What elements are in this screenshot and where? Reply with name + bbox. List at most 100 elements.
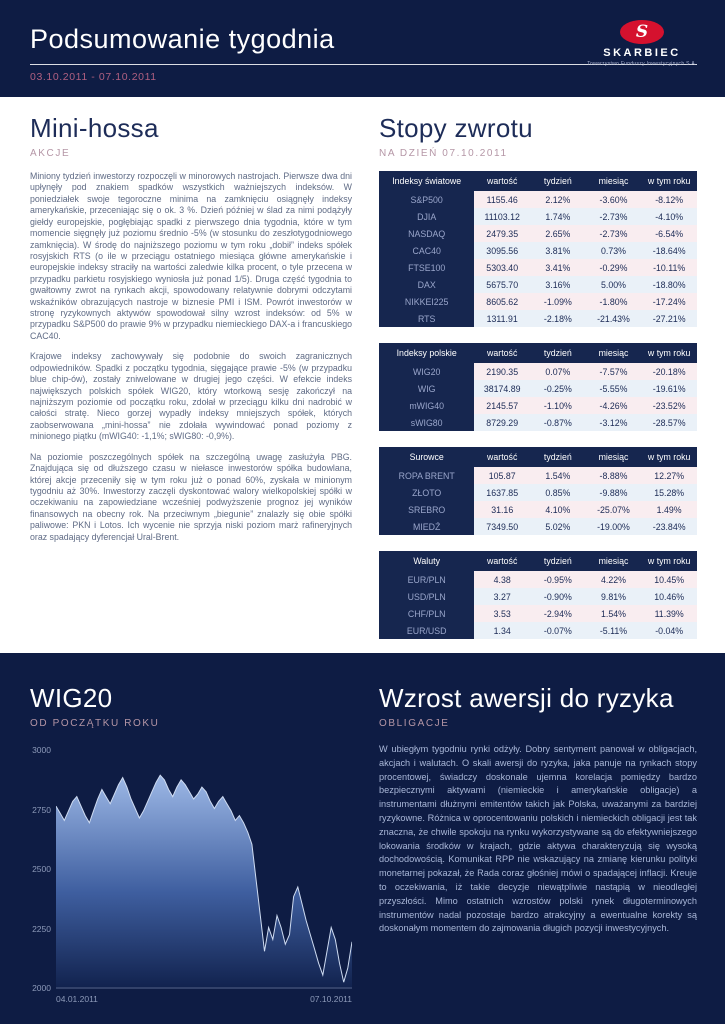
wig20-chart bbox=[56, 774, 352, 989]
table-row: USD/PLN 3.27 -0.90% 9.81% 10.46% bbox=[379, 588, 697, 605]
column-header: w tym roku bbox=[641, 343, 697, 363]
table-row: EUR/USD 1.34 -0.07% -5.11% -0.04% bbox=[379, 622, 697, 639]
cell-value: 1637.85 bbox=[474, 484, 531, 501]
table-row: NASDAQ 2479.35 2.65% -2.73% -6.54% bbox=[379, 225, 697, 242]
cell-value: 1155.46 bbox=[474, 191, 531, 208]
cell-value: 38174.89 bbox=[474, 380, 531, 397]
chart-x-axis: 04.01.2011 07.10.2011 bbox=[56, 994, 352, 1004]
column-header: miesiąc bbox=[585, 171, 642, 191]
row-label: DAX bbox=[379, 276, 475, 293]
column-header: tydzień bbox=[530, 447, 586, 467]
cell-value: 0.85% bbox=[530, 484, 586, 501]
cell-value: 0.07% bbox=[530, 363, 586, 380]
table-header-row: Indeksy polskie wartość tydzień miesiąc w ty… bbox=[379, 343, 697, 363]
returns-table: Indeksy polskie wartość tydzień miesiąc w ty… bbox=[379, 343, 697, 431]
cell-value: 3.81% bbox=[530, 242, 586, 259]
row-label: mWIG40 bbox=[379, 397, 475, 414]
cell-value: 1311.91 bbox=[474, 310, 531, 327]
logo-name: SKARBIEC bbox=[603, 47, 681, 59]
row-label: WIG bbox=[379, 380, 475, 397]
row-label: ROPA BRENT bbox=[379, 467, 475, 484]
cell-value: 105.87 bbox=[474, 467, 531, 484]
table-row: FTSE100 5303.40 3.41% -0.29% -10.11% bbox=[379, 259, 697, 276]
cell-value: -1.80% bbox=[585, 293, 642, 310]
column-header: wartość bbox=[474, 447, 531, 467]
cell-value: 2145.57 bbox=[474, 397, 531, 414]
returns-column: Stopy zwrotu NA DZIEŃ 07.10.2011 Indeksy… bbox=[379, 113, 697, 643]
date-range: 03.10.2011 - 07.10.2011 bbox=[30, 71, 157, 83]
cell-value: 11.39% bbox=[641, 605, 697, 622]
column-header: w tym roku bbox=[641, 447, 697, 467]
y-tick-label: 2500 bbox=[32, 864, 51, 874]
article-paragraph: Na poziomie poszczególnych spółek na szc… bbox=[30, 451, 352, 542]
table-row: SREBRO 31.16 4.10% -25.07% 1.49% bbox=[379, 501, 697, 518]
cell-value: -2.94% bbox=[530, 605, 586, 622]
bonds-subtitle: OBLIGACJE bbox=[379, 718, 450, 729]
cell-value: -0.29% bbox=[585, 259, 642, 276]
table-row: sWIG80 8729.29 -0.87% -3.12% -28.57% bbox=[379, 414, 697, 431]
article-column: Mini-hossa AKCJE Miniony tydzień inwesto… bbox=[30, 113, 352, 643]
article-paragraph: Krajowe indeksy zachowywały się podobnie… bbox=[30, 351, 352, 442]
cell-value: -0.25% bbox=[530, 380, 586, 397]
cell-value: -2.73% bbox=[585, 208, 642, 225]
table-header-row: Surowce wartość tydzień miesiąc w tym roku bbox=[379, 447, 697, 467]
cell-value: -7.57% bbox=[585, 363, 642, 380]
column-header: miesiąc bbox=[585, 343, 642, 363]
row-label: NASDAQ bbox=[379, 225, 475, 242]
cell-value: -21.43% bbox=[585, 310, 642, 327]
returns-table: Waluty wartość tydzień miesiąc w tym roku EUR… bbox=[379, 551, 697, 639]
cell-value: -4.26% bbox=[585, 397, 642, 414]
y-tick-label: 2750 bbox=[32, 804, 51, 815]
cell-value: 3.27 bbox=[474, 588, 531, 605]
cell-value: 7349.50 bbox=[474, 518, 531, 535]
cell-value: 3.53 bbox=[474, 605, 531, 622]
cell-value: 8605.62 bbox=[474, 293, 531, 310]
cell-value: -3.60% bbox=[585, 191, 642, 208]
cell-value: -6.54% bbox=[641, 225, 697, 242]
cell-value: -27.21% bbox=[641, 310, 697, 327]
cell-value: 5675.70 bbox=[474, 276, 531, 293]
table-row: EUR/PLN 4.38 -0.95% 4.22% 10.45% bbox=[379, 571, 697, 588]
article-paragraph: Miniony tydzień inwestorzy rozpoczęli w … bbox=[30, 171, 352, 341]
table-title: Surowce bbox=[379, 447, 475, 467]
cell-value: -9.88% bbox=[585, 484, 642, 501]
cell-value: 31.16 bbox=[474, 501, 531, 518]
column-header: tydzień bbox=[530, 171, 586, 191]
page-title: Podsumowanie tygodnia bbox=[30, 24, 335, 54]
row-label: WIG20 bbox=[379, 363, 475, 380]
row-label: S&P500 bbox=[379, 191, 475, 208]
table-header-row: Indeksy światowe wartość tydzień miesiąc w t… bbox=[379, 171, 697, 191]
cell-value: -8.12% bbox=[641, 191, 697, 208]
returns-subtitle: NA DZIEŃ 07.10.2011 bbox=[379, 148, 508, 159]
cell-value: 4.38 bbox=[474, 571, 531, 588]
cell-value: -0.07% bbox=[530, 622, 586, 639]
row-label: EUR/PLN bbox=[379, 571, 475, 588]
column-header: wartość bbox=[474, 551, 531, 571]
chart-area: 3000 2750 2500 2250 2000 bbox=[30, 745, 352, 993]
row-label: ZŁOTO bbox=[379, 484, 475, 501]
bonds-title: Wzrost awersji do ryzyka bbox=[379, 683, 674, 713]
cell-value: -2.18% bbox=[530, 310, 586, 327]
table-row: S&P500 1155.46 2.12% -3.60% -8.12% bbox=[379, 191, 697, 208]
table-row: RTS 1311.91 -2.18% -21.43% -27.21% bbox=[379, 310, 697, 327]
y-tick-label: 2250 bbox=[32, 923, 51, 934]
cell-value: -28.57% bbox=[641, 414, 697, 431]
cell-value: 10.46% bbox=[641, 588, 697, 605]
column-header: tydzień bbox=[530, 551, 586, 571]
row-label: USD/PLN bbox=[379, 588, 475, 605]
cell-value: -18.64% bbox=[641, 242, 697, 259]
cell-value: -19.00% bbox=[585, 518, 642, 535]
table-row: WIG 38174.89 -0.25% -5.55% -19.61% bbox=[379, 380, 697, 397]
article-title: Mini-hossa bbox=[30, 113, 159, 143]
cell-value: -1.10% bbox=[530, 397, 586, 414]
row-label: NIKKEI225 bbox=[379, 293, 475, 310]
row-label: CHF/PLN bbox=[379, 605, 475, 622]
table-row: mWIG40 2145.57 -1.10% -4.26% -23.52% bbox=[379, 397, 697, 414]
cell-value: 3.41% bbox=[530, 259, 586, 276]
skarbiec-logo: S SKARBIEC Towarzystwo Funduszy Inwestyc… bbox=[587, 20, 697, 67]
table-title: Waluty bbox=[379, 551, 475, 571]
row-label: sWIG80 bbox=[379, 414, 475, 431]
row-label: CAC40 bbox=[379, 242, 475, 259]
cell-value: 3.16% bbox=[530, 276, 586, 293]
column-header: w tym roku bbox=[641, 171, 697, 191]
